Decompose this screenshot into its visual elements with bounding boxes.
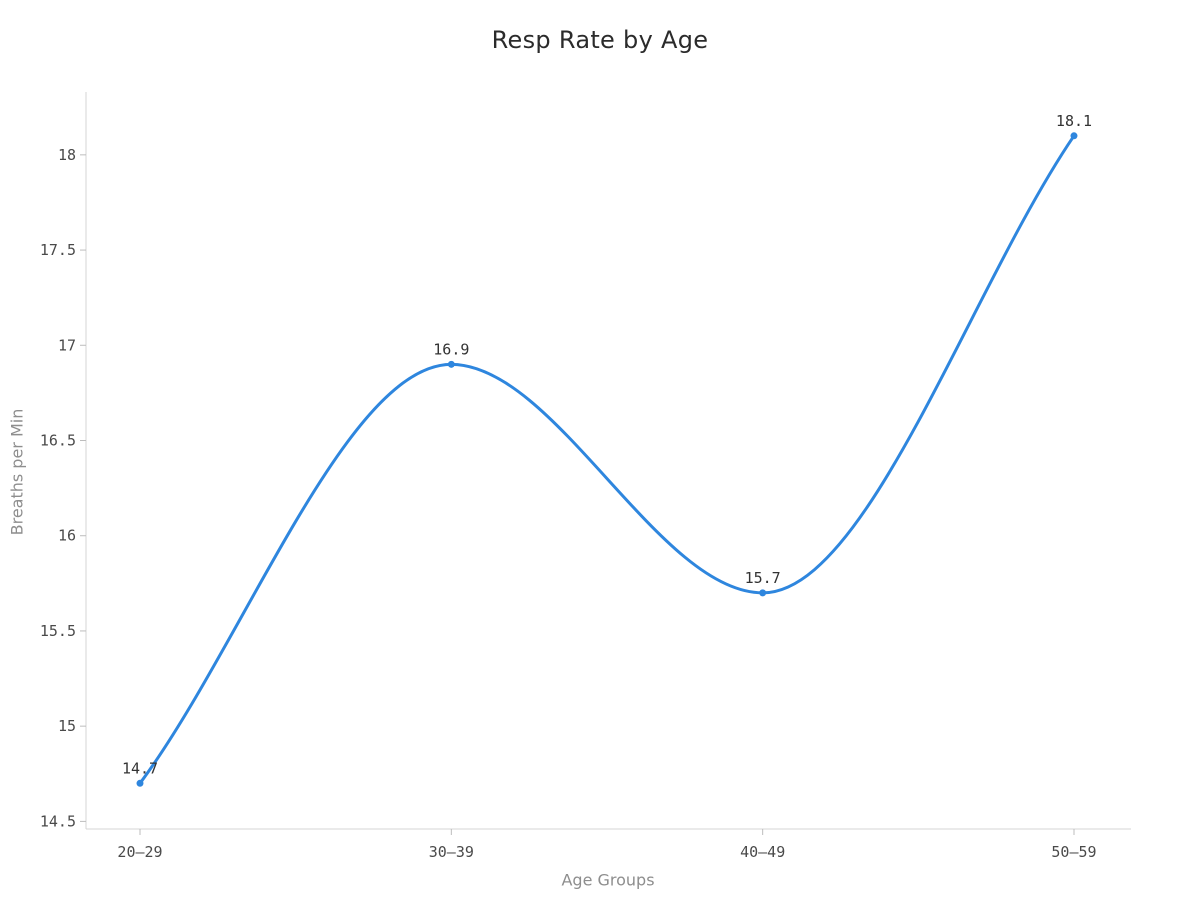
x-tick-label: 40–49 [740, 843, 785, 861]
series-line [138, 134, 1076, 785]
data-point-label: 16.9 [433, 340, 469, 358]
y-tick-label: 16 [58, 527, 76, 545]
y-tick-label: 16.5 [40, 432, 76, 450]
data-point-marker [447, 360, 455, 368]
y-tick-label: 14.5 [40, 812, 76, 830]
y-tick-label: 15 [58, 717, 76, 735]
y-tick-label: 17 [58, 336, 76, 354]
data-point-label: 18.1 [1056, 112, 1092, 130]
x-tick-label: 20–29 [117, 843, 162, 861]
x-tick-label: 30–39 [429, 843, 474, 861]
y-tick-label: 18 [58, 146, 76, 164]
data-point-marker [759, 589, 767, 597]
x-axis-title: Age Groups [561, 870, 655, 890]
data-point-label: 14.7 [122, 759, 158, 777]
chart-title: Resp Rate by Age [491, 26, 709, 54]
y-tick-label: 15.5 [40, 622, 76, 640]
x-tick-label: 50–59 [1051, 843, 1096, 861]
data-point-marker [1070, 132, 1078, 140]
y-tick-label: 17.5 [40, 241, 76, 259]
data-point-marker [136, 779, 144, 787]
data-point-label: 15.7 [745, 569, 781, 587]
y-axis-title: Breaths per Min [7, 408, 27, 536]
